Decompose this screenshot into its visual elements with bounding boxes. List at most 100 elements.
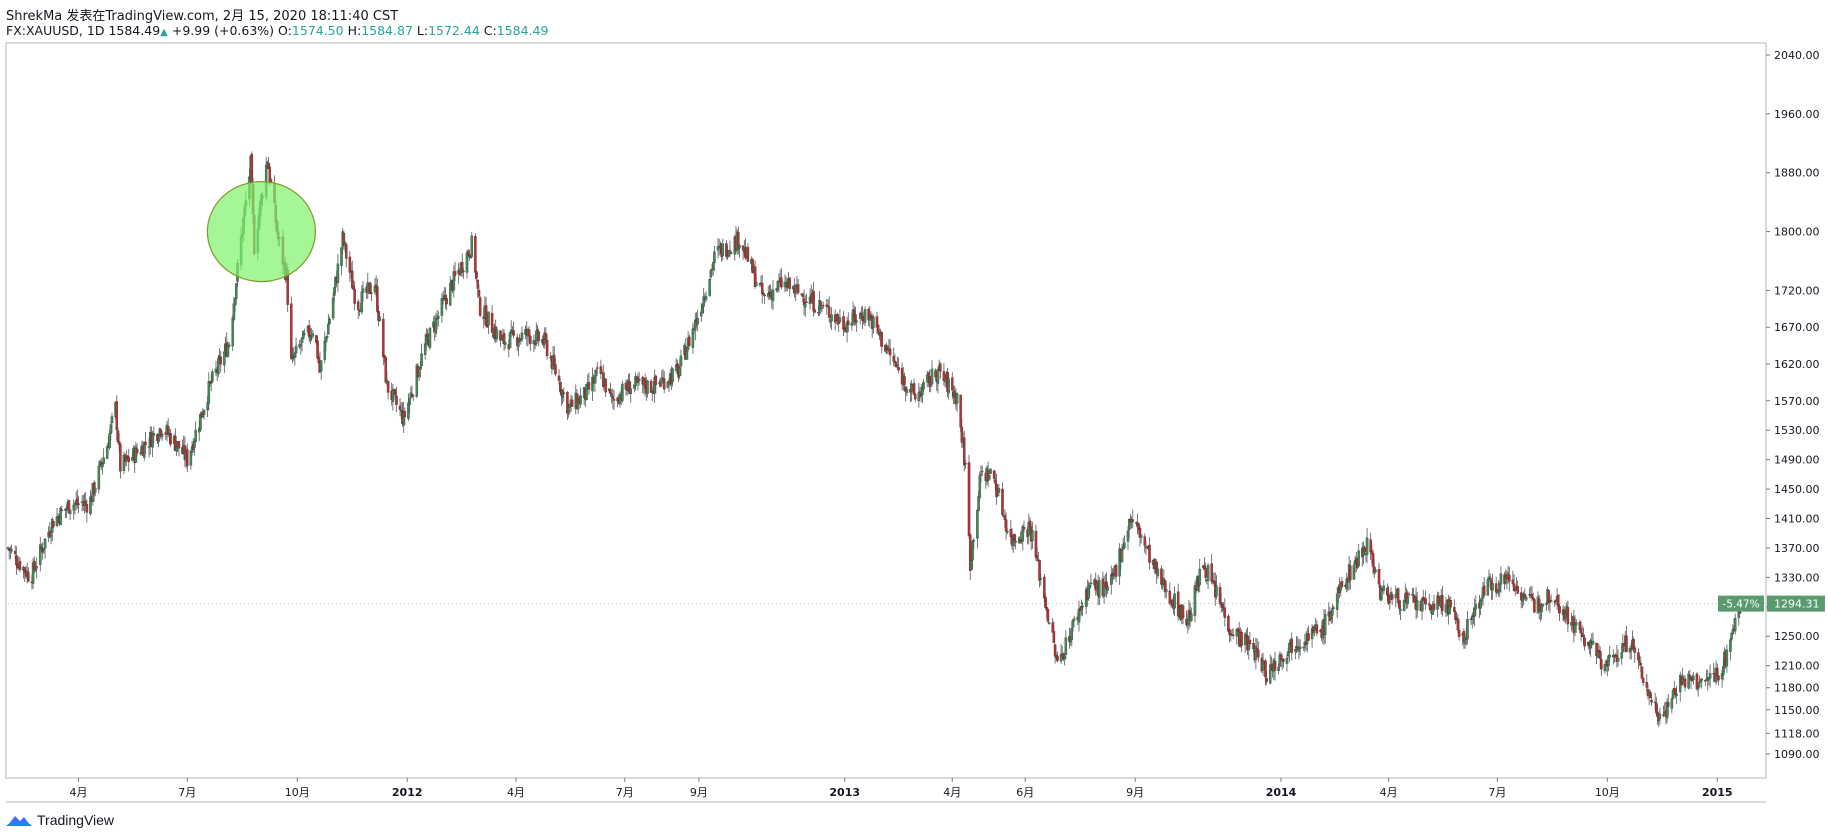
candle-down	[1494, 583, 1498, 593]
candle-down	[1598, 650, 1602, 659]
candle-up	[303, 333, 306, 335]
candle-up	[328, 318, 331, 324]
candle-up	[1198, 568, 1201, 586]
candle-up	[917, 392, 921, 402]
candle-up	[1268, 664, 1272, 684]
candle-down	[1009, 529, 1013, 538]
candle-up	[1402, 599, 1406, 611]
candle-up	[1088, 584, 1092, 589]
y-tick-label: 1530.00	[1774, 424, 1820, 437]
candle-down	[1457, 629, 1461, 637]
candle-up	[1070, 628, 1074, 641]
candle-up	[1498, 583, 1501, 592]
candle-down	[1432, 603, 1436, 610]
candle-down	[219, 356, 223, 365]
candle-up	[110, 416, 114, 423]
candle-up	[151, 433, 154, 448]
candle-down	[60, 509, 64, 512]
candle-down	[1454, 611, 1457, 621]
candle-down	[353, 288, 356, 304]
tradingview-cloud-icon	[6, 816, 32, 826]
candle-down	[939, 363, 942, 372]
candle-up	[660, 378, 664, 384]
candle-up	[755, 282, 758, 287]
candle-up	[621, 383, 624, 401]
candle-up	[830, 314, 833, 322]
highlight-ellipse	[206, 180, 317, 283]
candle-down	[1531, 597, 1535, 600]
candle-down	[1488, 577, 1492, 580]
candle-up	[1707, 678, 1711, 680]
candle-down	[1143, 536, 1146, 546]
candle-up	[979, 473, 983, 476]
candle-down	[1340, 581, 1344, 587]
candle-down	[994, 479, 997, 484]
candle-down	[1081, 605, 1084, 608]
time-axis[interactable]: 4月 7月 10月 2012 4月 7月 9月 2013 4月 6月 9月 2014 4月 7月 10月 20…	[70, 778, 1733, 799]
x-tick-label: 7月	[178, 786, 196, 799]
candle-down	[934, 370, 937, 378]
candle-up	[1700, 678, 1704, 681]
x-tick-label: 7月	[616, 786, 634, 799]
candle-up	[930, 368, 934, 385]
candle-down	[474, 236, 477, 273]
candle-up	[1629, 649, 1633, 651]
candle-down	[896, 364, 899, 367]
candle-up	[109, 424, 113, 434]
x-tick-label: 7月	[1488, 786, 1506, 799]
candle-up	[1006, 531, 1009, 533]
candle-up	[817, 312, 820, 314]
x-tick-label: 6月	[1016, 786, 1034, 799]
candle-up	[227, 344, 231, 347]
candle-down	[1396, 588, 1400, 603]
candle-down	[610, 393, 613, 396]
candle-down	[1583, 637, 1586, 647]
candle-down	[913, 393, 917, 400]
plot-frame	[5, 42, 1767, 779]
y-tick-label: 1090.00	[1774, 748, 1820, 761]
candle-up	[1524, 596, 1528, 601]
candle-up	[1603, 664, 1607, 671]
footer-brand[interactable]: TradingView	[6, 812, 114, 828]
candle-up	[1123, 542, 1126, 549]
candle-down	[737, 232, 740, 250]
candle-up	[711, 262, 715, 270]
candle-down	[1553, 601, 1556, 603]
candle-up	[634, 376, 637, 387]
candle-up	[59, 507, 62, 525]
candle-up	[157, 438, 160, 442]
candle-up	[226, 345, 230, 357]
candle-down	[912, 383, 916, 395]
candle-down	[484, 305, 488, 326]
candle-down	[1579, 628, 1583, 633]
candle-up	[417, 371, 421, 376]
candle-up	[1407, 593, 1411, 596]
candle-up	[34, 569, 37, 571]
candle-down	[1377, 568, 1381, 585]
candle-down	[1533, 599, 1536, 613]
candle-down	[725, 243, 728, 257]
candle-down	[1307, 633, 1310, 641]
candle-up	[594, 370, 598, 377]
candle-up	[678, 367, 682, 376]
candle-up	[1541, 603, 1545, 607]
candle-up	[1549, 600, 1553, 602]
candle-up	[336, 263, 340, 283]
candle-down	[1704, 680, 1707, 682]
candle-up	[233, 298, 237, 306]
candle-down	[729, 252, 733, 254]
candle-up	[193, 441, 196, 448]
candle-down	[1270, 664, 1273, 666]
candle-up	[804, 303, 807, 308]
candle-down	[177, 441, 181, 449]
candle-down	[884, 344, 887, 352]
candle-up	[977, 496, 980, 511]
price-axis[interactable]: 2040.00 1960.00 1880.00 1800.00 1720.00 1670.…	[1765, 43, 1820, 778]
candle-up	[536, 329, 539, 331]
candle-down	[1332, 607, 1335, 609]
candle-down	[1537, 598, 1541, 612]
candle-up	[1165, 589, 1168, 593]
candle-up	[378, 316, 381, 322]
candle-up	[449, 283, 452, 306]
